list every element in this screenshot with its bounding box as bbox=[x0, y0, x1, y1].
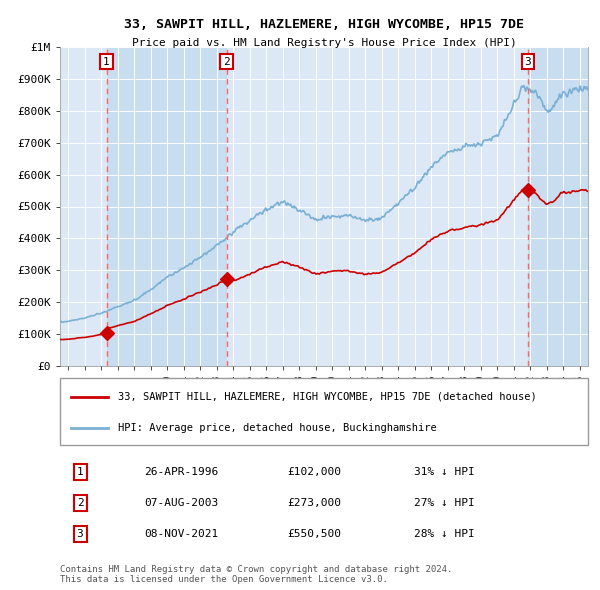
Text: 33, SAWPIT HILL, HAZLEMERE, HIGH WYCOMBE, HP15 7DE (detached house): 33, SAWPIT HILL, HAZLEMERE, HIGH WYCOMBE… bbox=[118, 392, 537, 402]
FancyBboxPatch shape bbox=[60, 378, 588, 445]
Text: Price paid vs. HM Land Registry's House Price Index (HPI): Price paid vs. HM Land Registry's House … bbox=[131, 38, 517, 48]
Text: 07-AUG-2003: 07-AUG-2003 bbox=[145, 498, 219, 508]
Text: 1: 1 bbox=[103, 57, 110, 67]
Text: 2: 2 bbox=[77, 498, 83, 508]
Text: 26-APR-1996: 26-APR-1996 bbox=[145, 467, 219, 477]
Text: 08-NOV-2021: 08-NOV-2021 bbox=[145, 529, 219, 539]
Text: 31% ↓ HPI: 31% ↓ HPI bbox=[414, 467, 475, 477]
Point bbox=[102, 329, 112, 338]
Text: 2: 2 bbox=[223, 57, 230, 67]
Text: 1: 1 bbox=[77, 467, 83, 477]
Text: £273,000: £273,000 bbox=[287, 498, 341, 508]
Text: 3: 3 bbox=[524, 57, 532, 67]
Text: Contains HM Land Registry data © Crown copyright and database right 2024.
This d: Contains HM Land Registry data © Crown c… bbox=[60, 565, 452, 584]
Text: HPI: Average price, detached house, Buckinghamshire: HPI: Average price, detached house, Buck… bbox=[118, 424, 437, 434]
Text: 28% ↓ HPI: 28% ↓ HPI bbox=[414, 529, 475, 539]
Text: 27% ↓ HPI: 27% ↓ HPI bbox=[414, 498, 475, 508]
Text: 33, SAWPIT HILL, HAZLEMERE, HIGH WYCOMBE, HP15 7DE: 33, SAWPIT HILL, HAZLEMERE, HIGH WYCOMBE… bbox=[124, 18, 524, 31]
Bar bbox=[227, 47, 528, 366]
Point bbox=[523, 186, 533, 195]
Text: 3: 3 bbox=[77, 529, 83, 539]
Bar bbox=[528, 47, 588, 366]
Point bbox=[222, 274, 232, 284]
Text: £550,500: £550,500 bbox=[287, 529, 341, 539]
Text: £102,000: £102,000 bbox=[287, 467, 341, 477]
Bar bbox=[60, 47, 107, 366]
Bar bbox=[107, 47, 227, 366]
